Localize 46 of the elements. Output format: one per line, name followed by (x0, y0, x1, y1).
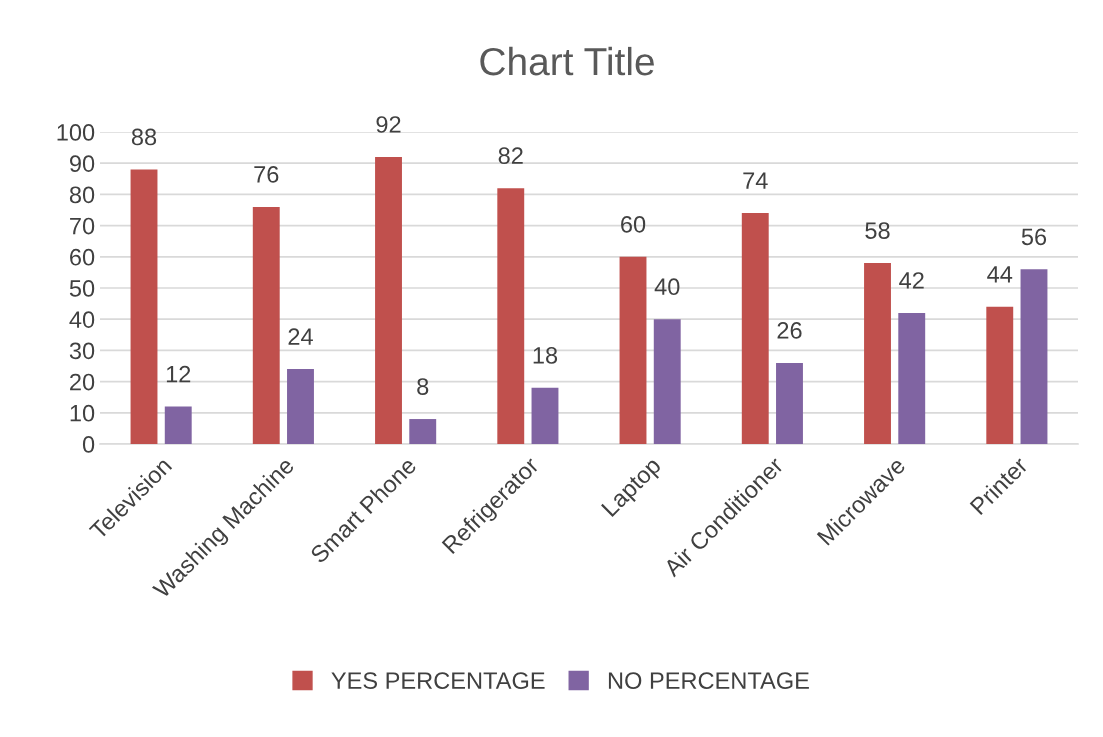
bar (164, 406, 192, 444)
data-label: 74 (743, 172, 768, 189)
data-label: 58 (865, 222, 890, 239)
bar (497, 188, 525, 444)
y-tick-label: 90 (69, 155, 95, 172)
y-tick-label: 30 (69, 342, 95, 360)
bar (653, 319, 681, 444)
data-label: 24 (288, 328, 313, 345)
data-label: 40 (654, 278, 680, 296)
y-tick-label: 100 (57, 124, 95, 141)
y-tick-label: 60 (70, 248, 95, 266)
y-tick-label: 20 (70, 373, 95, 391)
data-label: 56 (1021, 228, 1047, 246)
y-tick-label: 50 (69, 280, 95, 297)
bar (252, 206, 280, 444)
y-tick-label: 40 (69, 311, 95, 328)
data-label: 18 (533, 347, 558, 364)
data-label: 82 (498, 147, 523, 165)
chart-title: Chart Title (480, 46, 654, 76)
bar (864, 263, 891, 444)
y-tick-label: 10 (70, 404, 95, 422)
bar (1020, 269, 1048, 444)
data-label: 92 (376, 116, 401, 133)
data-label: 26 (777, 322, 802, 339)
bar (741, 213, 769, 444)
bar (776, 362, 803, 444)
data-label: 60 (621, 215, 646, 233)
bar (409, 419, 437, 444)
data-label: 76 (254, 166, 279, 183)
bar (986, 306, 1014, 444)
bar (375, 156, 402, 444)
legend-label: NO PERCENTAGE (608, 672, 809, 689)
data-label: 12 (166, 365, 191, 383)
data-label: 42 (899, 272, 924, 289)
y-tick-label: 80 (69, 186, 95, 204)
bar (531, 387, 559, 444)
bar (619, 256, 647, 444)
data-label: 88 (131, 128, 157, 146)
legend-label: YES PERCENTAGE (331, 672, 545, 689)
data-label: 8 (417, 378, 429, 395)
data-label: 44 (987, 266, 1013, 283)
bar (287, 369, 314, 444)
y-tick-label: 70 (70, 217, 95, 235)
y-tick-label: 0 (82, 436, 95, 453)
bar (130, 169, 158, 444)
bar (898, 312, 926, 444)
